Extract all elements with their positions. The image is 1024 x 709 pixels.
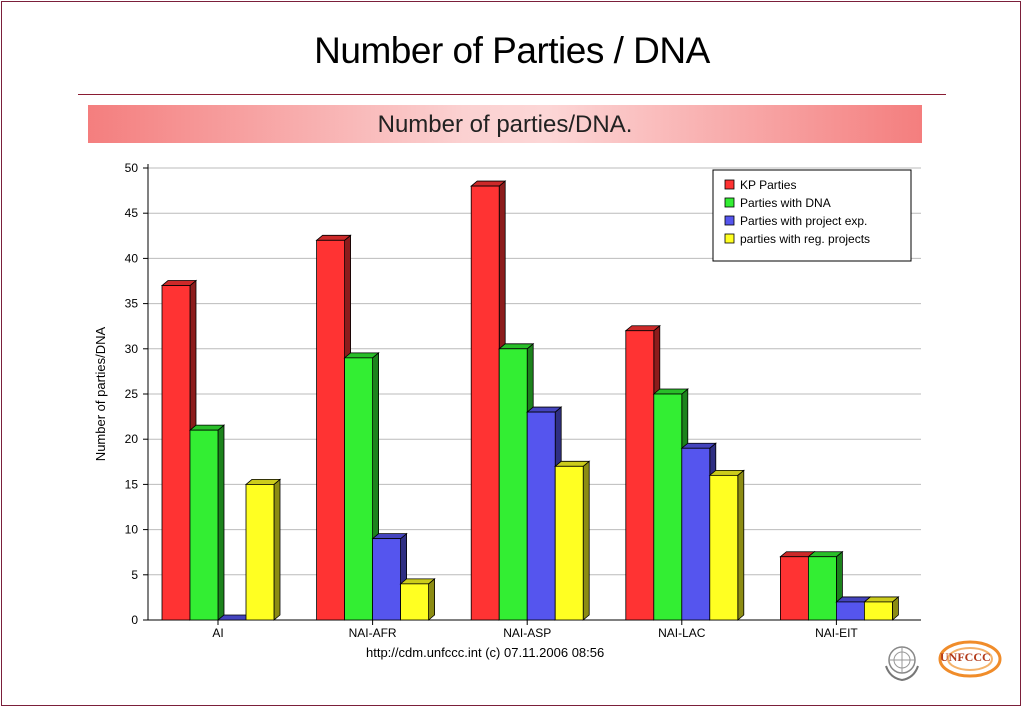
bar: [709, 474, 739, 621]
y-tick-label: 25: [125, 387, 139, 401]
bar-top: [315, 234, 352, 241]
bar-top: [160, 280, 198, 286]
bar-side: [273, 478, 281, 621]
legend-swatch: [724, 179, 735, 190]
bar: [864, 601, 893, 621]
bar-top: [863, 596, 900, 603]
bar: [554, 465, 584, 621]
unfccc-logo-icon: [938, 640, 1002, 678]
chart-footer: http://cdm.unfccc.int (c) 07.11.2006 08:…: [366, 645, 605, 660]
bar: [344, 357, 374, 621]
bar: [316, 239, 346, 621]
bar: [653, 393, 683, 621]
legend-swatch: [724, 197, 735, 208]
bar-top: [470, 180, 507, 187]
bar-top: [343, 352, 380, 359]
y-tick-label: 30: [125, 342, 139, 356]
bar: [836, 601, 865, 621]
bar: [526, 411, 556, 621]
bar-top: [188, 424, 226, 431]
bar-side: [737, 469, 745, 621]
y-tick-label: 15: [125, 477, 139, 491]
x-tick-label: NAI-LAC: [658, 626, 706, 640]
bar: [245, 483, 275, 621]
y-tick-label: 0: [131, 613, 138, 627]
bar: [400, 583, 430, 621]
bar-top: [371, 533, 408, 540]
title-divider: [78, 94, 946, 95]
bar-side: [217, 424, 225, 621]
y-tick-label: 45: [125, 206, 139, 220]
y-tick-label: 50: [125, 161, 139, 175]
y-tick-label: 20: [125, 432, 139, 446]
bar-top: [652, 388, 689, 395]
bar-top: [680, 442, 717, 449]
x-tick-label: NAI-ASP: [503, 626, 551, 640]
bar: [372, 538, 402, 621]
bar-top: [526, 406, 563, 413]
legend-label: Parties with project exp.: [740, 214, 867, 228]
bar: [780, 556, 809, 621]
bar: [625, 330, 655, 621]
bar: [470, 185, 500, 621]
bar: [498, 348, 528, 621]
bar-side: [582, 460, 590, 621]
bar-top: [807, 551, 844, 558]
bar-top: [624, 325, 661, 332]
bar-top: [244, 478, 282, 485]
y-tick-label: 10: [125, 523, 139, 537]
legend-label: Parties with DNA: [740, 196, 831, 210]
bar: [808, 556, 837, 621]
x-tick-label: AI: [212, 626, 223, 640]
y-tick-label: 5: [131, 568, 138, 582]
bar-top: [399, 578, 436, 585]
unfccc-logo-text: UNFCCC: [940, 650, 991, 664]
bar-top: [708, 469, 745, 476]
legend-label: parties with reg. projects: [740, 232, 870, 246]
x-tick-label: NAI-AFR: [349, 626, 397, 640]
chart-title: Number of parties/DNA.: [377, 111, 633, 138]
y-tick-label: 35: [125, 297, 139, 311]
legend-box: [712, 169, 912, 262]
y-axis-label: Number of parties/DNA: [93, 326, 108, 461]
un-emblem-icon: [885, 646, 919, 682]
bar-top: [498, 343, 535, 350]
bar: [161, 285, 191, 621]
chart-title-banner: [88, 105, 922, 143]
bar: [681, 447, 711, 621]
legend-swatch: [724, 233, 735, 244]
legend-swatch: [724, 215, 735, 226]
slide-title: Number of Parties / DNA: [314, 30, 710, 71]
y-tick-label: 40: [125, 251, 139, 265]
bar: [189, 429, 219, 621]
legend-label: KP Parties: [740, 178, 796, 192]
bar-side: [428, 577, 436, 621]
bar-top: [554, 460, 591, 467]
x-tick-label: NAI-EIT: [815, 626, 858, 640]
